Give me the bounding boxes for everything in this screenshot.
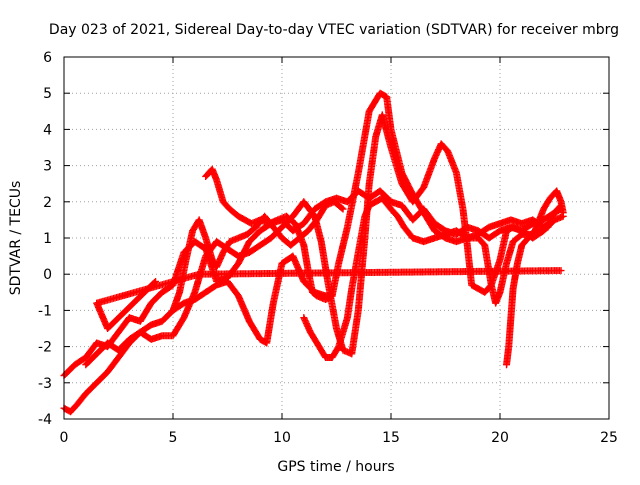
x-axis-label: GPS time / hours	[277, 459, 394, 475]
chart-title: Day 023 of 2021, Sidereal Day-to-day VTE…	[49, 22, 619, 38]
data-point	[327, 293, 335, 301]
y-axis-label: SDTVAR / TECUs	[8, 181, 24, 296]
data-points	[60, 89, 567, 416]
x-tick-label: 10	[273, 430, 291, 446]
y-tick-label: 3	[43, 159, 52, 175]
y-tick-label: 4	[43, 122, 52, 138]
data-point	[338, 204, 346, 212]
y-tick-label: 1	[43, 231, 52, 247]
data-point	[150, 279, 158, 287]
series-track-7	[169, 198, 347, 314]
series-track-6	[503, 187, 567, 369]
series-track-3	[82, 111, 558, 369]
y-tick-label: 6	[43, 50, 52, 66]
series-track-5	[300, 194, 565, 361]
axis-ticks	[63, 56, 610, 420]
data-point	[559, 209, 567, 217]
data-point	[328, 292, 336, 300]
x-tick-labels: 0 5 10 15 20 25	[60, 430, 618, 446]
y-tick-labels: -4 -3 -2 -1 0 1 2 3 4 5 6	[38, 50, 52, 428]
y-tick-label: -4	[38, 412, 52, 428]
y-tick-label: 2	[43, 195, 52, 211]
y-tick-label: -2	[38, 340, 52, 356]
data-point	[152, 277, 160, 285]
series-isolated	[93, 267, 565, 332]
series-track-2	[60, 89, 567, 416]
y-tick-label: -1	[38, 303, 52, 319]
y-tick-label: 0	[43, 267, 52, 283]
y-tick-label: 5	[43, 86, 52, 102]
x-tick-label: 25	[600, 430, 618, 446]
y-tick-label: -3	[38, 376, 52, 392]
x-tick-label: 15	[382, 430, 400, 446]
x-tick-label: 0	[60, 430, 69, 446]
x-tick-label: 5	[169, 430, 178, 446]
data-point	[339, 205, 347, 213]
x-tick-label: 20	[491, 430, 509, 446]
